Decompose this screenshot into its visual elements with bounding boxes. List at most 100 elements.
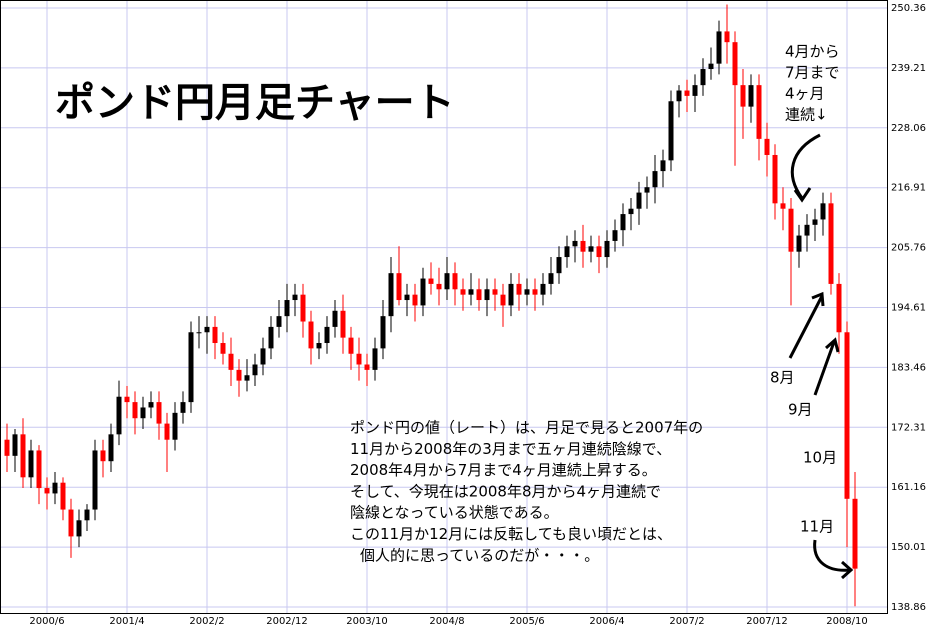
candle-body (852, 498, 858, 569)
candle-body (604, 240, 610, 258)
candle-body (172, 412, 178, 440)
candle-body (148, 402, 154, 408)
candle-body (772, 154, 778, 204)
note-line: ポンド円の値（レート）は、月足で見ると2007年の (350, 419, 703, 437)
candle-body (636, 192, 642, 209)
candle-body (204, 326, 210, 333)
candle-body (236, 369, 242, 381)
y-tick-label: 150.01 (891, 542, 926, 553)
candle-body (212, 326, 218, 344)
x-tick-label: 2008/10 (826, 616, 868, 627)
candle-body (52, 482, 58, 494)
note-line: そして、今現在は2008年8月から4ヶ月連続で (350, 482, 661, 500)
y-tick-label: 161.16 (891, 482, 926, 493)
candle-body (404, 294, 410, 301)
streak-label: 4ヶ月 (785, 85, 825, 103)
note-line: 陰線となっている状態である。 (350, 504, 559, 522)
candle-body (228, 353, 234, 370)
candle-body (492, 289, 498, 295)
candle-body (292, 294, 298, 301)
candle-body (620, 214, 626, 231)
x-tick-label: 2007/12 (746, 616, 788, 627)
arrow (813, 539, 851, 572)
candle-body (556, 257, 562, 274)
candle-body (444, 273, 450, 290)
candle-body (508, 283, 514, 306)
candle-body (396, 273, 402, 301)
candle-body (796, 235, 802, 252)
candle-body (564, 246, 570, 258)
candle-body (828, 203, 834, 284)
note-line: 11月から2008年の3月まで五ヶ月連続陰線で、 (350, 440, 671, 458)
candle-body (540, 283, 546, 295)
candle-body (628, 208, 634, 215)
candle-body (332, 310, 338, 327)
x-tick-label: 2004/8 (429, 616, 464, 627)
candle-body (780, 203, 786, 209)
note-line: 個人的に思っているのだが・・・。 (360, 546, 599, 564)
candle-body (676, 90, 682, 102)
candle-body (652, 171, 658, 188)
candle-body (364, 364, 370, 370)
candle-body (500, 294, 506, 306)
candle-body (108, 434, 114, 462)
chart-title: ポンド円月足チャート (55, 80, 455, 126)
candle-body (820, 203, 826, 220)
candle-body (788, 208, 794, 252)
candle-body (740, 85, 746, 107)
candle-body (708, 63, 714, 70)
candle-body (388, 273, 394, 317)
y-tick-label: 194.61 (891, 303, 926, 314)
x-tick-label: 2002/2 (189, 616, 224, 627)
candle-body (140, 407, 146, 419)
arrow-head (841, 560, 854, 580)
candle-body (756, 85, 762, 139)
candle-body (452, 273, 458, 290)
candle-body (164, 423, 170, 440)
candle-body (468, 289, 474, 295)
candle-body (132, 402, 138, 419)
candle-body (644, 187, 650, 193)
arrow-head (825, 337, 840, 353)
candle-body (548, 273, 554, 284)
candle-body (180, 402, 186, 413)
candle-body (60, 482, 66, 510)
candle-body (4, 439, 10, 456)
candle-body (92, 450, 98, 510)
note-line: 2008年4月から7月まで4ヶ月連続上昇する。 (350, 461, 657, 479)
candle-body (700, 69, 706, 86)
candles (4, 4, 858, 607)
candle-body (684, 90, 690, 96)
candle-body (116, 396, 122, 435)
candle-body (524, 289, 530, 295)
candle-body (28, 450, 34, 478)
candle-body (716, 31, 722, 64)
month-label: 9月 (788, 401, 813, 419)
candle-body (284, 300, 290, 317)
y-tick-label: 239.21 (891, 63, 926, 74)
y-tick-label: 228.06 (891, 123, 926, 134)
candle-body (532, 289, 538, 295)
candle-body (836, 283, 842, 333)
candle-body (580, 240, 586, 252)
streak-label: 4月から (785, 43, 840, 61)
candle-body (692, 85, 698, 96)
y-tick-label: 216.91 (891, 183, 926, 194)
arrow (813, 341, 836, 396)
candle-body (268, 326, 274, 349)
plot-frame (0, 0, 888, 614)
candle-body (460, 289, 466, 295)
candle-body (316, 343, 322, 349)
candle-body (732, 42, 738, 86)
month-label: 11月 (800, 518, 834, 536)
candle-body (348, 337, 354, 354)
candle-body (844, 332, 850, 499)
candle-body (36, 450, 42, 489)
month-label: 8月 (770, 369, 795, 387)
note-line: この11月か12月には反転しても良い頃だとは、 (350, 525, 672, 543)
candle-body (220, 343, 226, 354)
candle-body (44, 488, 50, 494)
candle-body (420, 278, 426, 306)
streak-label: 連続↓ (785, 106, 828, 124)
